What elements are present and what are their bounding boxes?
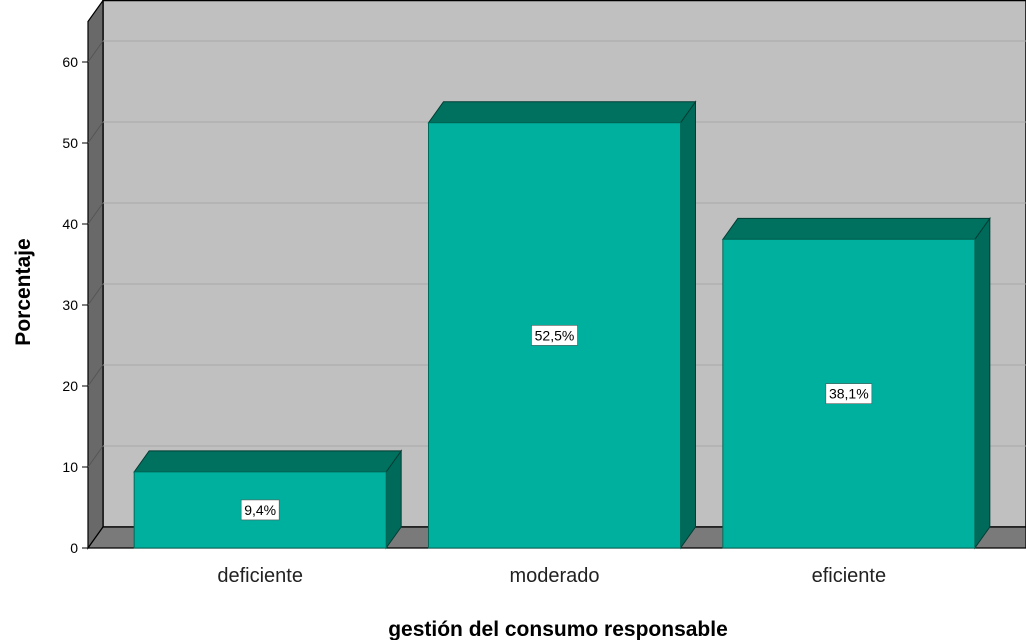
x-axis-title: gestión del consumo responsable — [388, 618, 728, 640]
y-tick-label: 40 — [62, 216, 78, 232]
data-label: 52,5% — [535, 327, 575, 343]
data-label-box — [240, 499, 280, 521]
y-axis-title: Porcentaje — [12, 238, 35, 345]
y-tick-label: 20 — [62, 378, 78, 394]
bar-deficiente: 9,4% — [133, 449, 403, 550]
x-tick-label: deficiente — [217, 565, 303, 587]
gridline-side — [87, 445, 104, 468]
x-tick-label: eficiente — [812, 565, 887, 587]
data-label-group: 9,4% — [240, 499, 280, 521]
bar-side — [974, 216, 991, 550]
data-label-box — [825, 383, 873, 404]
bar-eficiente: 38,1% — [721, 216, 991, 550]
data-label: 38,1% — [829, 386, 869, 402]
y-tick-label: 0 — [70, 540, 78, 556]
gridline-side — [87, 364, 104, 387]
bar-top — [427, 101, 697, 124]
y-axis: 0 10 20 30 40 50 60 — [62, 54, 88, 556]
gridline-side — [87, 40, 104, 63]
y-tick-label: 10 — [62, 459, 78, 475]
gridline-side — [87, 283, 104, 306]
data-label-group: 38,1% — [825, 383, 873, 404]
x-axis: deficiente moderado eficiente — [217, 565, 886, 587]
side-wall — [87, 0, 104, 550]
gridline-side — [87, 202, 104, 225]
y-tick-label: 50 — [62, 135, 78, 151]
bar-top — [721, 217, 991, 240]
bar-side — [680, 100, 696, 550]
data-label-box — [531, 325, 578, 346]
gridline-side — [87, 121, 104, 144]
data-label-group: 52,5% — [531, 325, 578, 346]
x-tick-label: moderado — [509, 565, 599, 587]
y-tick-label: 30 — [62, 297, 78, 313]
y-tick-label: 60 — [62, 54, 78, 70]
bar-top — [133, 450, 403, 473]
data-label: 9,4% — [244, 502, 276, 518]
bar-moderado: 52,5% — [427, 100, 697, 550]
bars: 9,4% 52,5% 38,1% — [133, 100, 991, 550]
